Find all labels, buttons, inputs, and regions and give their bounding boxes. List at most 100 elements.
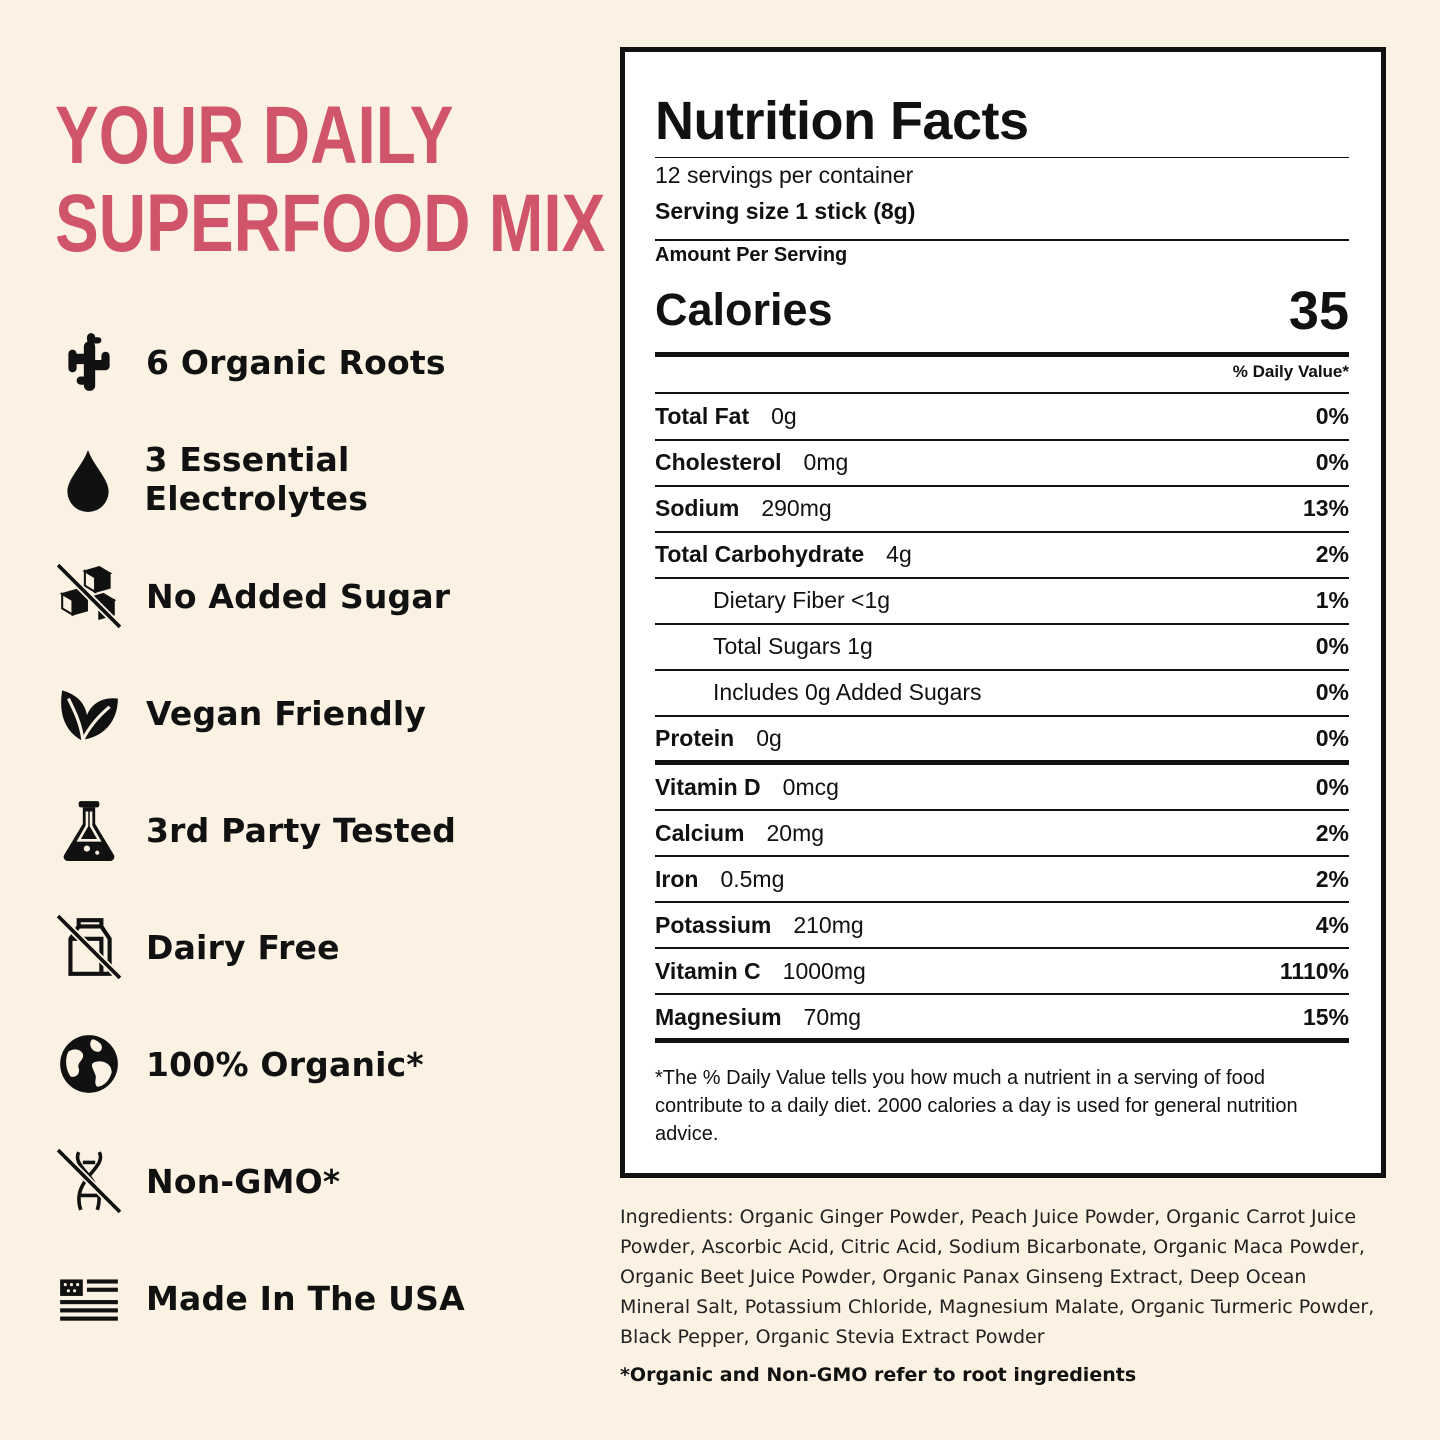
nutrient-name: Cholesterol — [655, 448, 782, 475]
nutrient-daily-value: 1% — [1315, 586, 1349, 613]
vitamin-amount: 1000mg — [782, 957, 866, 984]
nutrient-row: Sodium 290mg 13% — [655, 485, 1349, 531]
thick-divider — [655, 352, 1349, 357]
nutrient-row: Protein 0g 0% — [655, 715, 1349, 761]
divider — [655, 669, 1349, 671]
flask-icon — [55, 796, 123, 864]
divider — [655, 809, 1349, 811]
divider — [655, 947, 1349, 949]
vitamin-name: Iron — [655, 865, 699, 892]
daily-value-header: % Daily Value* — [1232, 362, 1349, 381]
feature-label: 3 Essential Electrolytes — [144, 440, 369, 518]
nutrient-row: Total Sugars 1g 0% — [655, 623, 1349, 669]
serving-size-value: 1 stick (8g) — [795, 198, 916, 224]
feature-electrolytes: 3 Essential Electrolytes — [55, 439, 575, 519]
feature-organic-roots: 6 Organic Roots — [55, 322, 575, 402]
divider — [655, 157, 1349, 158]
feature-label: 6 Organic Roots — [146, 342, 446, 382]
vitamin-name: Potassium — [655, 911, 772, 938]
water-drop-icon — [55, 445, 122, 513]
nutrient-row: Total Fat 0g 0% — [655, 393, 1349, 439]
feature-label: 3rd Party Tested — [146, 810, 457, 850]
feature-label: Non-GMO* — [146, 1161, 341, 1201]
feature-dairy-free: Dairy Free — [55, 907, 575, 987]
divider — [655, 531, 1349, 533]
leaf-icon — [55, 679, 123, 747]
vitamin-row: Calcium 20mg 2% — [655, 810, 1349, 856]
vitamin-daily-value: 4% — [1315, 911, 1349, 938]
nutrient-daily-value: 0% — [1315, 402, 1349, 429]
nutrient-name: Total Carbohydrate — [655, 540, 865, 567]
nutrient-daily-value: 13% — [1302, 494, 1349, 521]
vitamin-daily-value: 15% — [1302, 1003, 1349, 1030]
vitamin-name: Magnesium — [655, 1003, 782, 1030]
headline-line-1: YOUR DAILY — [55, 90, 454, 181]
divider — [655, 239, 1349, 241]
feature-non-gmo: Non-GMO* — [55, 1141, 575, 1221]
feature-no-sugar: No Added Sugar — [55, 556, 575, 636]
nutrient-daily-value: 0% — [1315, 632, 1349, 659]
vitamin-amount: 0mcg — [782, 773, 839, 800]
feature-vegan: Vegan Friendly — [55, 673, 575, 753]
globe-icon — [55, 1030, 123, 1098]
servings-per-container: 12 servings per container — [655, 162, 914, 188]
feature-made-in-usa: Made In The USA — [55, 1258, 575, 1338]
nutrient-row: Total Carbohydrate 4g 2% — [655, 531, 1349, 577]
feature-label: Made In The USA — [146, 1278, 465, 1318]
nutrient-row: Includes 0g Added Sugars 0% — [655, 669, 1349, 715]
headline: YOUR DAILY SUPERFOOD MIX — [55, 92, 605, 268]
usa-flag-icon — [55, 1264, 123, 1332]
nutrition-facts-panel: Nutrition Facts 12 servings per containe… — [620, 47, 1386, 1178]
thick-divider — [655, 760, 1349, 765]
divider — [655, 855, 1349, 857]
no-sugar-cubes-icon — [55, 562, 123, 630]
organic-footnote: *Organic and Non-GMO refer to root ingre… — [620, 1364, 1137, 1386]
vitamin-amount: 70mg — [803, 1003, 862, 1030]
vitamin-row: Iron 0.5mg 2% — [655, 856, 1349, 902]
vitamin-row: Vitamin D 0mcg 0% — [655, 764, 1349, 810]
feature-label: Vegan Friendly — [146, 693, 427, 733]
nutrient-row: Dietary Fiber <1g 1% — [655, 577, 1349, 623]
nutrient-name: Sodium — [655, 494, 740, 521]
nutrient-amount: 0g — [756, 724, 782, 751]
amount-per-serving: Amount Per Serving — [655, 244, 848, 266]
vitamin-amount: 210mg — [793, 911, 864, 938]
nutrient-name: Dietary Fiber <1g — [713, 586, 891, 613]
divider — [655, 392, 1349, 394]
vitamin-amount: 20mg — [766, 819, 825, 846]
daily-value-footnote: *The % Daily Value tells you how much a … — [655, 1067, 1298, 1145]
no-milk-carton-icon — [55, 913, 123, 981]
feature-label: Dairy Free — [146, 927, 340, 967]
feature-organic: 100% Organic* — [55, 1024, 575, 1104]
calories-label: Calories — [655, 284, 833, 335]
vitamin-daily-value: 0% — [1315, 773, 1349, 800]
vitamin-row: Potassium 210mg 4% — [655, 902, 1349, 948]
vitamin-daily-value: 2% — [1315, 865, 1349, 892]
vitamin-name: Calcium — [655, 819, 745, 846]
vitamin-daily-value: 2% — [1315, 819, 1349, 846]
calories-value: 35 — [1288, 281, 1349, 341]
nutrient-name: Includes 0g Added Sugars — [713, 678, 982, 705]
no-dna-icon — [55, 1147, 123, 1215]
nutrient-amount: 0g — [771, 402, 797, 429]
nutrient-daily-value: 0% — [1315, 448, 1349, 475]
thick-divider — [655, 1038, 1349, 1043]
nutrient-name: Total Sugars 1g — [713, 632, 873, 659]
divider — [655, 577, 1349, 579]
divider — [655, 993, 1349, 995]
nutrient-amount: 4g — [886, 540, 912, 567]
divider — [655, 715, 1349, 717]
divider — [655, 439, 1349, 441]
nutrient-row: Cholesterol 0mg 0% — [655, 439, 1349, 485]
vitamin-name: Vitamin C — [655, 957, 761, 984]
nutrient-daily-value: 0% — [1315, 724, 1349, 751]
serving-size-label: Serving size — [655, 198, 790, 224]
ingredients-list: Ingredients: Organic Ginger Powder, Peac… — [620, 1206, 1375, 1348]
vitamin-row: Magnesium 70mg 15% — [655, 994, 1349, 1040]
vitamin-row: Vitamin C 1000mg 1110% — [655, 948, 1349, 994]
divider — [655, 623, 1349, 625]
nutrient-name: Total Fat — [655, 402, 750, 429]
ginger-root-icon — [55, 328, 123, 396]
nutrient-amount: 0mg — [803, 448, 849, 475]
feature-tested: 3rd Party Tested — [55, 790, 575, 870]
